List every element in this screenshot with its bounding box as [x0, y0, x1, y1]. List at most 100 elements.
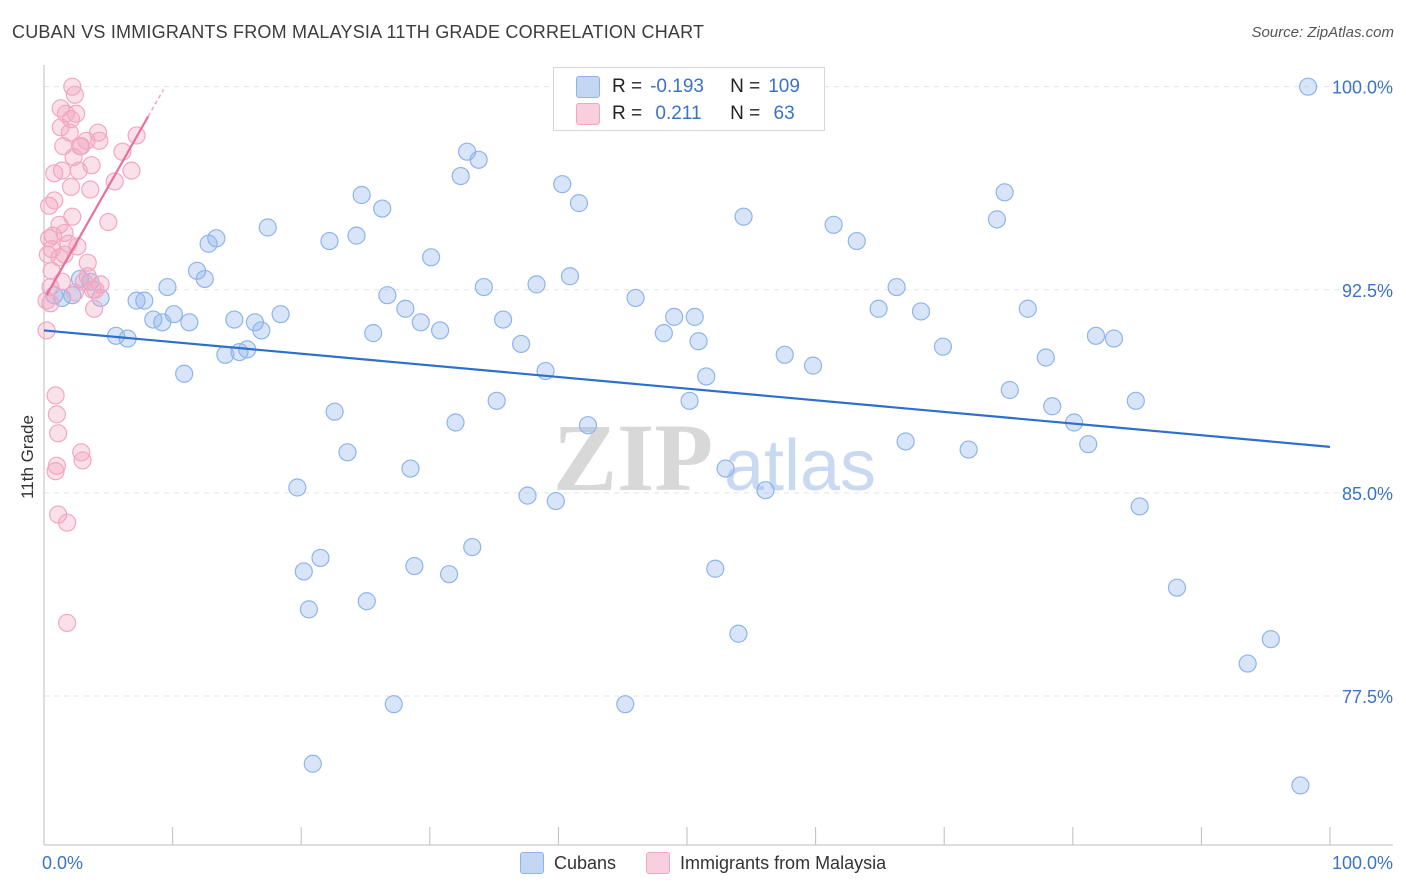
data-point — [569, 194, 589, 213]
data-point — [824, 215, 843, 234]
data-point — [135, 291, 154, 310]
data-point — [373, 199, 392, 218]
data-point — [803, 356, 823, 375]
data-point — [560, 267, 580, 286]
data-point — [527, 275, 546, 294]
data-point — [78, 267, 97, 286]
legend-n-label: N = — [730, 76, 761, 97]
stats-legend: R = -0.193 N = 109 R = 0.211 N = 63 — [553, 67, 825, 131]
data-point — [546, 491, 565, 511]
data-point — [887, 277, 906, 297]
data-point — [487, 391, 506, 410]
data-point — [446, 413, 465, 432]
data-point — [320, 231, 339, 251]
data-point — [303, 754, 322, 773]
data-point — [91, 275, 110, 294]
legend-item-cubans[interactable]: Cubans — [520, 852, 616, 874]
series-legend: Cubans Immigrants from Malaysia — [520, 852, 916, 874]
data-point — [697, 367, 716, 386]
data-point — [225, 310, 244, 329]
data-point — [756, 481, 775, 500]
data-point — [81, 180, 100, 199]
data-point — [86, 280, 105, 299]
data-point — [1126, 391, 1145, 410]
legend-r-value: -0.193 — [650, 76, 704, 97]
legend-row-cubans: R = -0.193 N = 109 — [576, 74, 800, 100]
data-point — [127, 291, 146, 310]
data-point — [55, 223, 74, 243]
legend-r-value: 0.211 — [650, 103, 702, 124]
axes — [43, 65, 1393, 846]
trend-line-malaysia — [45, 115, 150, 296]
data-point — [73, 451, 92, 470]
data-point — [58, 513, 77, 532]
data-point — [338, 443, 357, 462]
data-point — [47, 456, 66, 475]
legend-swatch-malaysia — [646, 852, 671, 874]
legend-n-value: 109 — [768, 76, 800, 97]
data-point — [911, 302, 931, 321]
data-point — [680, 391, 699, 410]
data-point — [689, 332, 708, 351]
data-point — [47, 405, 66, 424]
series-malaysia — [37, 77, 146, 633]
data-point — [63, 207, 82, 226]
data-point — [959, 440, 978, 459]
data-point — [1167, 578, 1187, 597]
data-point — [99, 212, 118, 232]
data-point — [43, 226, 63, 245]
data-point — [716, 459, 735, 478]
data-point — [49, 424, 68, 443]
data-point — [325, 402, 344, 421]
legend-label-cubans: Cubans — [554, 852, 617, 873]
data-point — [271, 305, 290, 324]
y-tick-label: 77.5% — [1342, 687, 1393, 707]
data-point — [78, 253, 97, 272]
legend-item-malaysia[interactable]: Immigrants from Malaysia — [646, 852, 886, 874]
data-point — [364, 324, 383, 343]
legend-swatch-cubans — [520, 852, 544, 874]
data-point — [45, 191, 64, 210]
data-point — [288, 478, 307, 497]
data-point — [729, 624, 748, 643]
data-point — [1000, 380, 1019, 400]
data-point — [553, 175, 572, 194]
data-point — [401, 459, 420, 478]
data-point — [357, 592, 376, 611]
legend-r-label: R = — [612, 76, 643, 97]
data-point — [439, 565, 459, 584]
data-point — [175, 364, 194, 383]
data-point — [933, 337, 953, 356]
data-point — [63, 286, 82, 305]
watermark-atlas: atlas — [724, 426, 876, 506]
data-point — [706, 559, 725, 578]
data-point — [40, 196, 59, 215]
data-point — [518, 486, 537, 505]
data-point — [67, 104, 86, 123]
data-point — [1018, 299, 1037, 318]
data-point — [616, 695, 635, 714]
data-point — [1261, 630, 1280, 649]
data-point — [512, 334, 531, 354]
data-point — [896, 432, 915, 451]
data-point — [58, 613, 77, 633]
data-point — [578, 416, 598, 435]
data-point — [180, 313, 199, 332]
x-tick-label: 0.0% — [42, 853, 83, 873]
data-point — [995, 183, 1014, 202]
legend-label-malaysia: Immigrants from Malaysia — [680, 852, 887, 873]
data-point — [1299, 77, 1318, 96]
data-point — [52, 161, 72, 180]
data-points — [37, 77, 1318, 795]
data-point — [1291, 776, 1310, 795]
data-point — [734, 207, 753, 226]
data-point — [252, 321, 271, 340]
data-point — [775, 345, 794, 364]
data-point — [56, 104, 75, 123]
data-point — [195, 269, 214, 289]
watermark-zip: ZIP — [553, 404, 713, 511]
y-tick-label: 92.5% — [1342, 281, 1393, 301]
y-axis-label: 11th Grade — [18, 415, 37, 499]
data-point — [122, 161, 141, 180]
